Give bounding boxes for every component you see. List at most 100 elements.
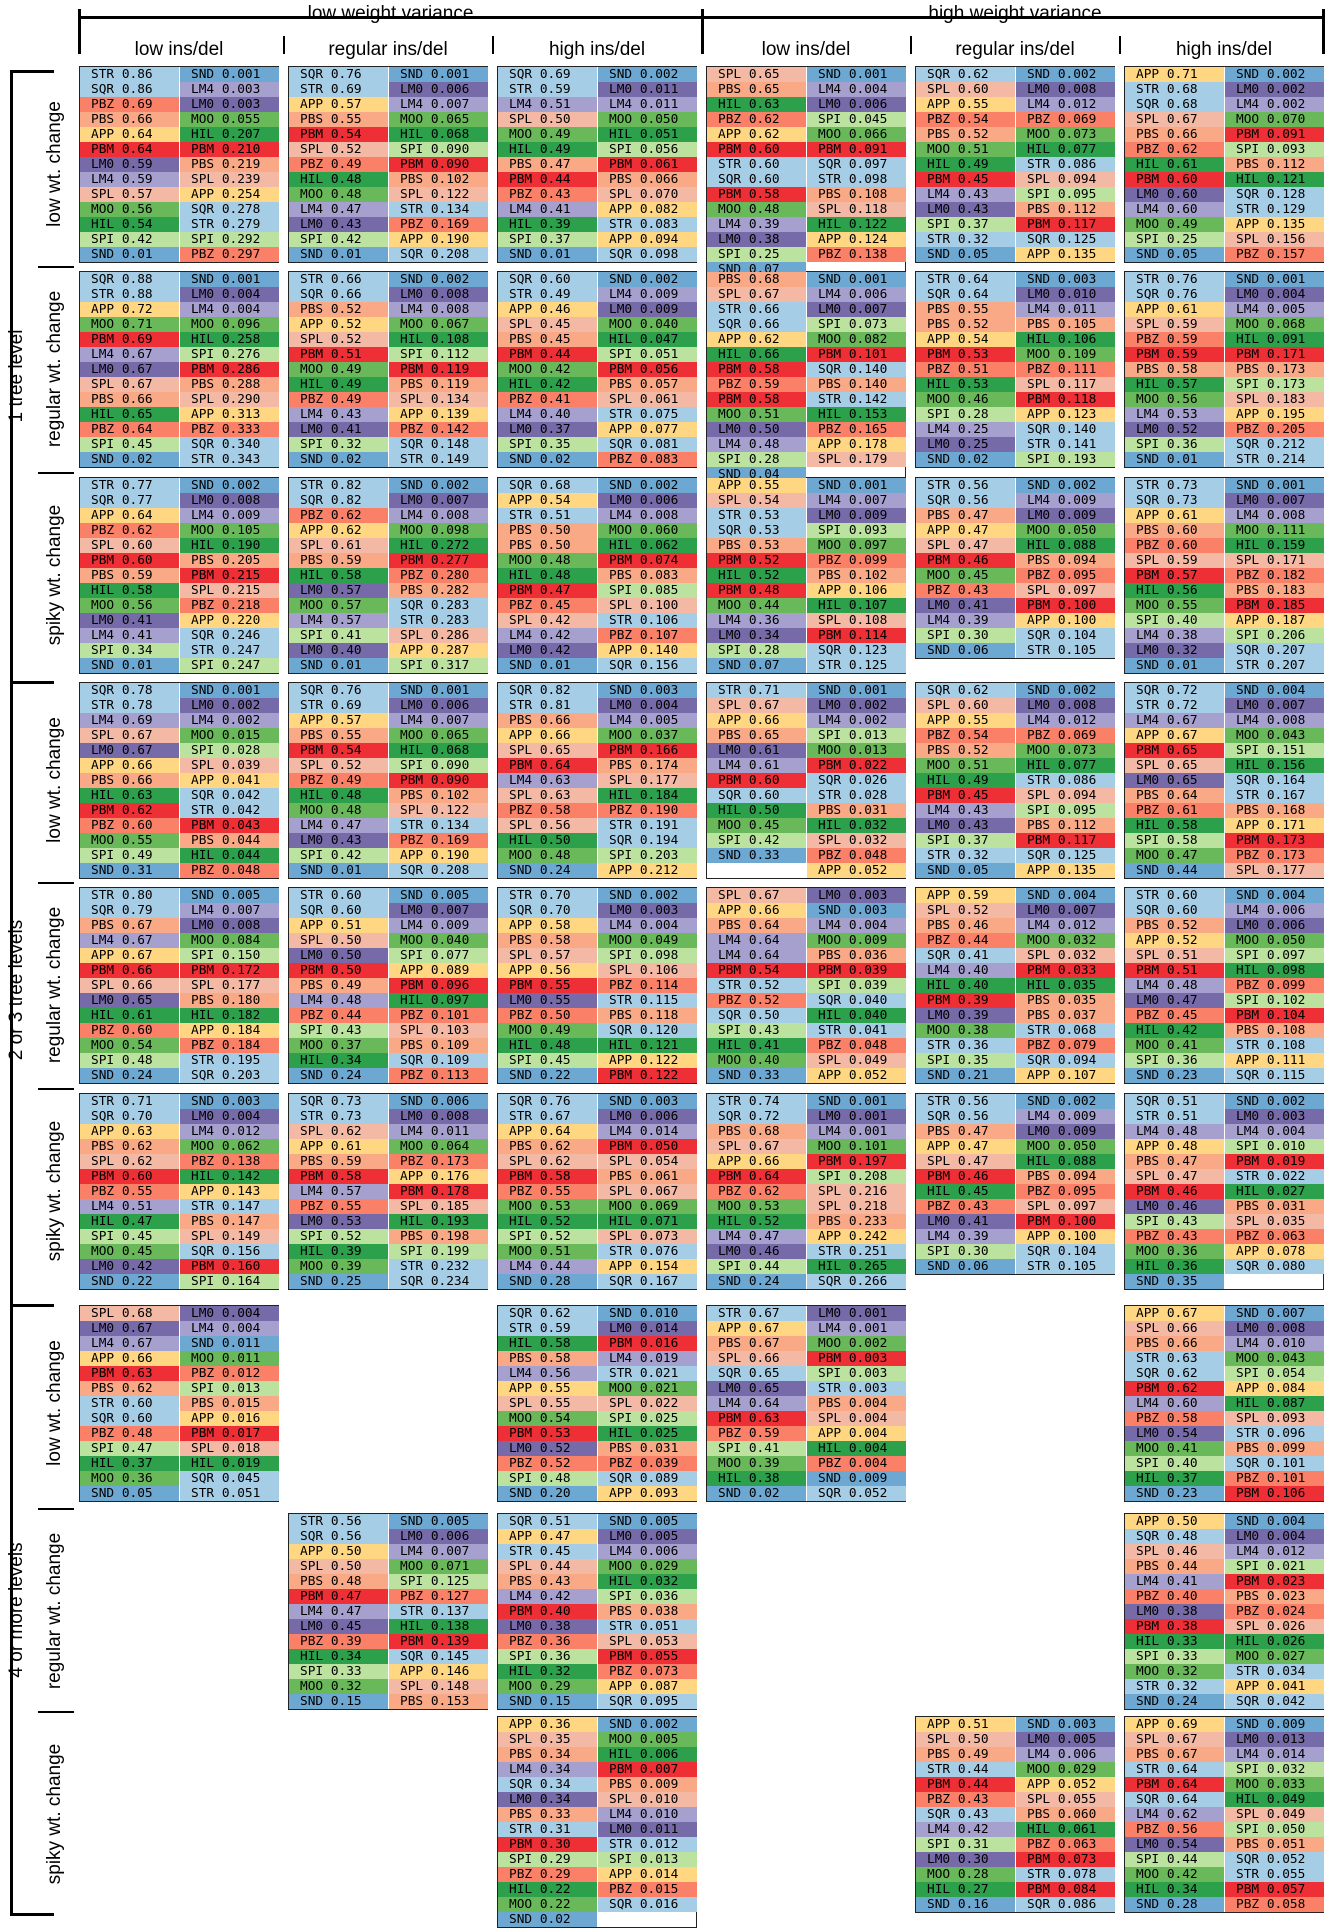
table-cell: SPL 0.67	[707, 287, 806, 302]
table-cell: PBM 0.62	[1125, 1381, 1224, 1396]
table-cell: SND 0.002	[598, 478, 697, 493]
table-cell: HIL 0.142	[180, 1169, 279, 1184]
table-cell: APP 0.72	[80, 302, 179, 317]
table-cell: STR 0.86	[80, 67, 179, 82]
table-cell: LM4 0.41	[498, 202, 597, 217]
table-cell: HIL 0.071	[598, 1214, 697, 1229]
table-cell: PBZ 0.127	[389, 1589, 488, 1604]
table-cell: APP 0.61	[1125, 302, 1224, 317]
table-cell: PBS 0.118	[598, 1008, 697, 1023]
table-cell: PBZ 0.173	[389, 1154, 488, 1169]
table-cell: STR 0.105	[1016, 1259, 1115, 1274]
table-cell: SPL 0.68	[80, 1306, 179, 1321]
table-cell: PBS 0.66	[1125, 1336, 1224, 1351]
table-cell: PBZ 0.169	[389, 217, 488, 232]
table-cell: HIL 0.58	[80, 583, 179, 598]
table-cell: MOO 0.101	[807, 1139, 906, 1154]
table-cell: STR 0.32	[916, 848, 1015, 863]
table-cell: LM4 0.008	[389, 302, 488, 317]
table-cell: PBS 0.66	[498, 713, 597, 728]
table-cell: PBM 0.39	[916, 993, 1015, 1008]
table-cell: SPL 0.62	[289, 1124, 388, 1139]
table-cell: SPI 0.33	[1125, 1649, 1224, 1664]
table-cell: LM4 0.57	[289, 613, 388, 628]
table-cell: LM4 0.011	[1016, 302, 1115, 317]
table-cell: SPL 0.60	[916, 82, 1015, 97]
table-cell: APP 0.67	[1125, 728, 1224, 743]
table-cell: SPL 0.049	[1225, 1807, 1324, 1822]
table-cell: LM0 0.55	[498, 993, 597, 1008]
table-cell: MOO 0.105	[180, 523, 279, 538]
table-cell: APP 0.64	[498, 1124, 597, 1139]
table-cell: HIL 0.49	[916, 773, 1015, 788]
table-cell: LM4 0.67	[80, 933, 179, 948]
table-cell: APP 0.287	[389, 643, 488, 658]
table-cell: MOO 0.40	[707, 1053, 806, 1068]
table-cell: SND 0.001	[807, 683, 906, 698]
table-cell: LM0 0.34	[498, 1792, 597, 1807]
table-cell: SND 0.005	[598, 1514, 697, 1529]
table-cell: STR 0.141	[1016, 437, 1115, 452]
table-cell: SPI 0.28	[707, 452, 806, 467]
table-cell: PBZ 0.43	[498, 187, 597, 202]
table-cell: LM0 0.54	[1125, 1837, 1224, 1852]
table-cell: MOO 0.38	[916, 1023, 1015, 1038]
table-cell: PBS 0.66	[80, 392, 179, 407]
table-cell: SPL 0.039	[180, 758, 279, 773]
table-cell: SND 0.01	[80, 247, 179, 262]
table-cell: LM0 0.60	[1125, 187, 1224, 202]
table-cell: HIL 0.032	[807, 818, 906, 833]
table-cell: HIL 0.088	[1016, 538, 1115, 553]
table-cell: PBZ 0.43	[916, 1792, 1015, 1807]
table-cell: HIL 0.087	[1225, 1396, 1324, 1411]
table-cell: SPI 0.073	[807, 317, 906, 332]
table-cell: SND 0.005	[389, 1514, 488, 1529]
table-cell: HIL 0.068	[389, 743, 488, 758]
table-cell: PBZ 0.55	[80, 1184, 179, 1199]
table-cell: PBS 0.62	[498, 1139, 597, 1154]
table-cell: STR 0.59	[498, 82, 597, 97]
table-cell: HIL 0.207	[180, 127, 279, 142]
table-cell: PBZ 0.095	[1016, 568, 1115, 583]
table-cell: SPL 0.177	[598, 773, 697, 788]
table-cell: LM0 0.007	[389, 903, 488, 918]
table-cell: STR 0.64	[916, 272, 1015, 287]
table-cell: STR 0.142	[807, 392, 906, 407]
table-cell: SND 0.22	[80, 1274, 179, 1289]
table-cell: SPL 0.183	[1225, 392, 1324, 407]
table-cell: HIL 0.61	[80, 1008, 179, 1023]
table-cell: PBZ 0.48	[80, 1426, 179, 1441]
table-cell: APP 0.313	[180, 407, 279, 422]
table-cell: PBZ 0.101	[1225, 1471, 1324, 1486]
table-cell: PBZ 0.61	[1125, 803, 1224, 818]
table-cell: HIL 0.258	[180, 332, 279, 347]
table-cell: APP 0.47	[498, 1529, 597, 1544]
table-cell: PBZ 0.079	[1016, 1038, 1115, 1053]
table-cell: HIL 0.159	[1225, 538, 1324, 553]
table-cell: PBM 0.46	[916, 553, 1015, 568]
table-cell: HIL 0.122	[807, 217, 906, 232]
table-cell: SPL 0.65	[1125, 758, 1224, 773]
table-cell: HIL 0.45	[916, 1184, 1015, 1199]
change-separator	[38, 472, 74, 474]
table-cell: STR 0.60	[707, 157, 806, 172]
table-cell: PBS 0.49	[916, 1747, 1015, 1762]
table-cell: PBS 0.031	[807, 803, 906, 818]
table-cell: LM4 0.44	[498, 1259, 597, 1274]
table-cell: APP 0.48	[1125, 1139, 1224, 1154]
table-cell: APP 0.078	[1225, 1244, 1324, 1259]
table-cell: SPL 0.061	[598, 392, 697, 407]
table-cell: SPI 0.050	[1225, 1822, 1324, 1837]
table-cell: LM0 0.65	[1125, 773, 1224, 788]
table-cell: PBS 0.009	[598, 1777, 697, 1792]
table-cell: MOO 0.071	[389, 1559, 488, 1574]
table-cell: LM0 0.011	[598, 1822, 697, 1837]
table-cell: PBS 0.102	[389, 172, 488, 187]
table-cell: SPI 0.44	[1125, 1852, 1224, 1867]
table-cell: SQR 0.148	[389, 437, 488, 452]
table-cell: PBM 0.197	[807, 1154, 906, 1169]
table-cell: SQR 0.145	[389, 1649, 488, 1664]
table-cell: SND 0.003	[1016, 272, 1115, 287]
table-cell: LM0 0.46	[707, 1244, 806, 1259]
table-cell: APP 0.254	[180, 187, 279, 202]
